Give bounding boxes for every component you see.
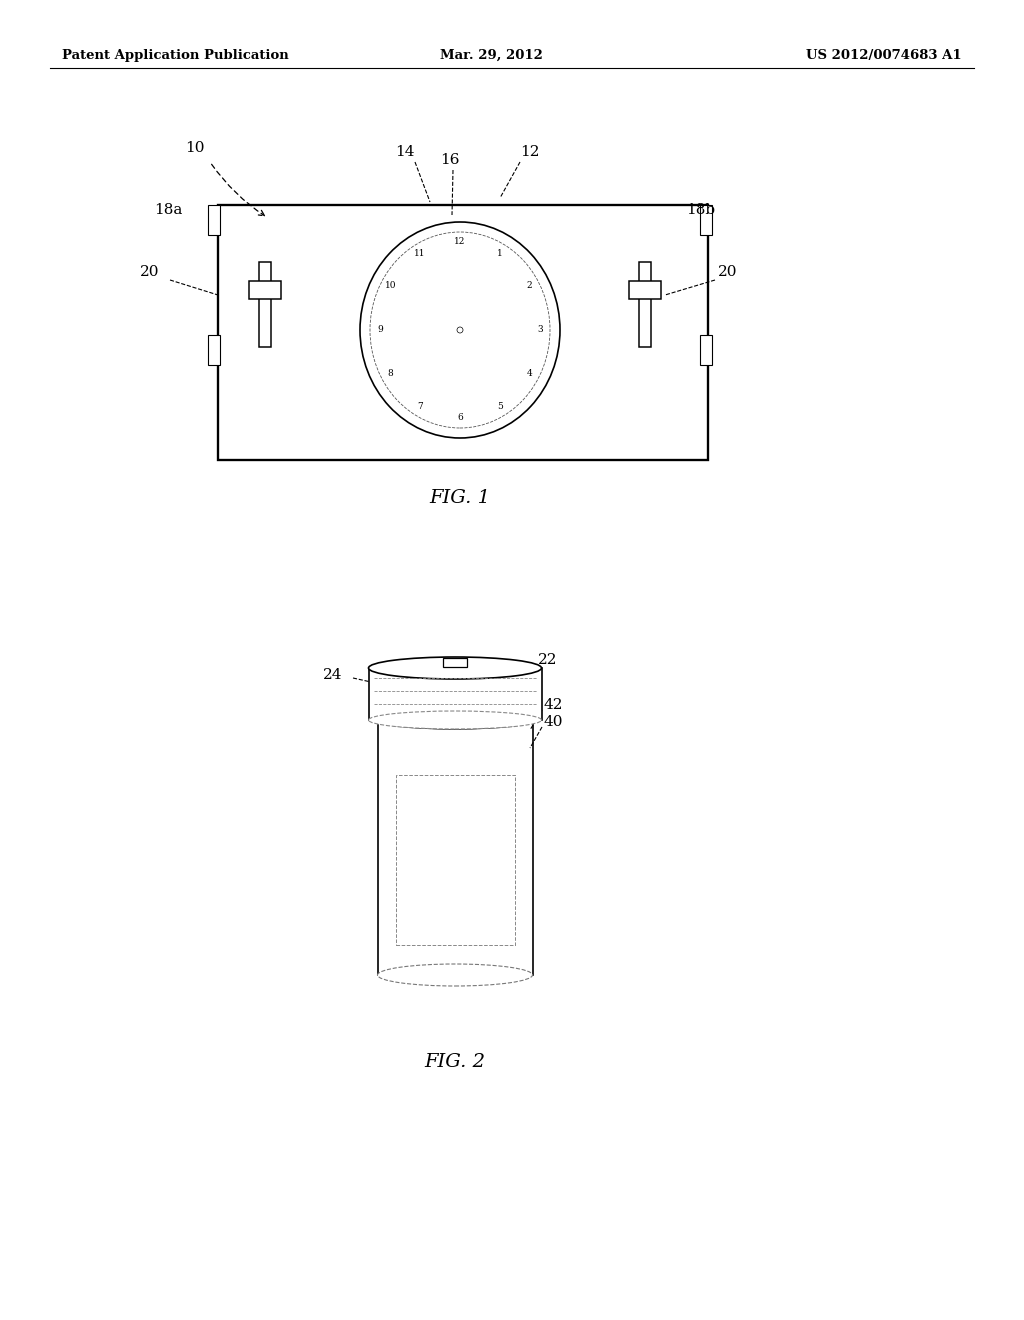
Text: 1: 1 [497,249,503,259]
Bar [700,335,712,366]
Ellipse shape [360,222,560,438]
Text: US 2012/0074683 A1: US 2012/0074683 A1 [806,49,962,62]
Text: FIG. 1: FIG. 1 [429,488,490,507]
Text: 18a: 18a [154,203,182,216]
Text: 9: 9 [377,326,383,334]
Ellipse shape [378,711,532,729]
Text: 12: 12 [520,145,540,158]
Bar [259,261,271,347]
Text: 16: 16 [440,153,460,168]
Text: 12: 12 [455,238,466,247]
Bar [639,261,651,347]
Text: 10: 10 [385,281,396,290]
Text: 22: 22 [538,653,557,667]
Bar [249,281,281,300]
Ellipse shape [369,711,542,729]
Text: 3: 3 [538,326,543,334]
Text: 20: 20 [718,265,737,279]
Bar [396,775,515,945]
Bar [208,335,220,366]
Text: 7: 7 [417,401,423,411]
Text: 11: 11 [415,249,426,259]
Bar [378,719,534,975]
Text: 10: 10 [185,141,205,154]
Text: 42: 42 [543,698,562,711]
Text: 18b: 18b [686,203,715,216]
Bar [629,281,662,300]
Bar [369,668,542,719]
Text: 4: 4 [526,370,532,379]
Text: 8: 8 [388,370,393,379]
Bar [208,205,220,235]
Text: Mar. 29, 2012: Mar. 29, 2012 [440,49,543,62]
Ellipse shape [457,327,463,333]
Text: FIG. 2: FIG. 2 [425,1053,485,1071]
Text: 2: 2 [526,281,532,290]
Bar [443,657,467,667]
Bar [218,205,708,459]
Ellipse shape [378,964,532,986]
Ellipse shape [369,657,542,678]
Text: 20: 20 [140,265,160,279]
Text: Patent Application Publication: Patent Application Publication [62,49,289,62]
Text: 5: 5 [497,401,503,411]
Text: 6: 6 [457,413,463,422]
Text: 24: 24 [324,668,343,682]
Bar [700,205,712,235]
Text: 14: 14 [395,145,415,158]
Text: 40: 40 [543,715,562,729]
